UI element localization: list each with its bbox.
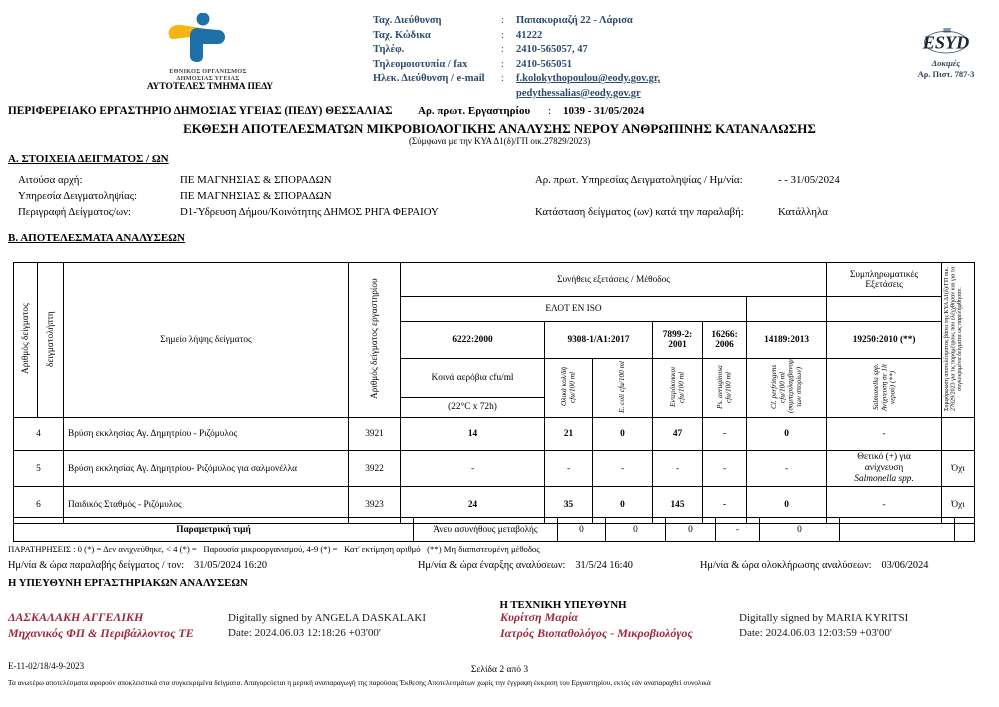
svg-text:ESYD: ESYD bbox=[922, 32, 970, 52]
